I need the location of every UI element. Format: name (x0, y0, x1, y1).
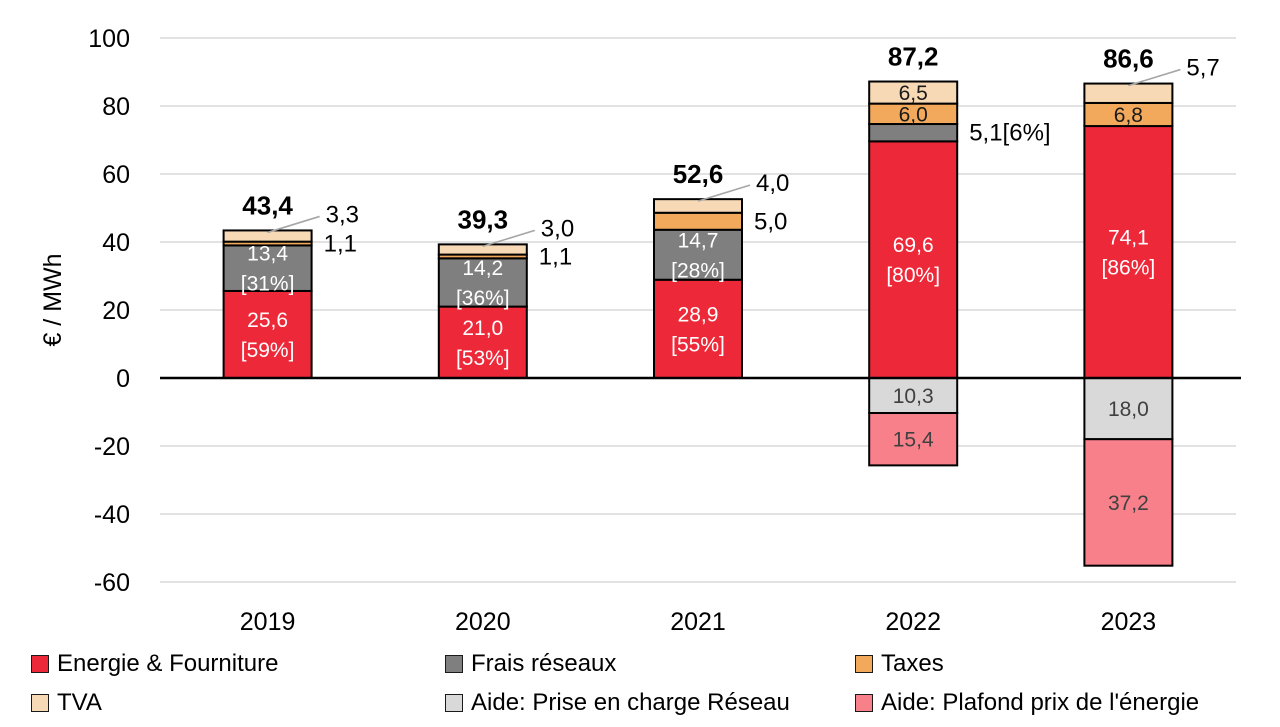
segment-label: 25,6 (247, 309, 288, 332)
segment-label: 10,3 (893, 385, 934, 408)
legend-swatch-frais-reseaux (445, 655, 463, 673)
y-tick-label: 100 (88, 25, 130, 53)
bar-segment-frais-r-seaux (437, 257, 528, 308)
segment-label: 74,1 (1108, 227, 1149, 250)
bar-segment-tva (1083, 82, 1174, 104)
segment-label: [80%] (886, 264, 940, 287)
x-axis-label: 2021 (670, 608, 726, 636)
segment-label: [36%] (456, 287, 510, 310)
bar-total-label: 86,6 (1103, 44, 1154, 74)
segment-label: 15,4 (893, 429, 934, 452)
segment-label: 69,6 (893, 234, 934, 257)
callout-leader-line (267, 215, 320, 234)
y-tick-label: -40 (94, 501, 130, 529)
y-tick-label: -60 (94, 569, 130, 597)
segment-label: 13,4 (247, 243, 288, 266)
x-axis-label: 2023 (1101, 608, 1157, 636)
legend-item-aide-plafond: Aide: Plafond prix de l'énergie (855, 691, 1199, 715)
legend-label-tva: TVA (57, 689, 102, 716)
segment-label: 21,0 (462, 317, 503, 340)
y-tick-label: 80 (102, 93, 130, 121)
legend-label-taxes: Taxes (881, 650, 944, 677)
y-tick-label: 40 (102, 229, 130, 257)
segment-label: 6,0 (899, 103, 928, 126)
bar-segment-tva (437, 243, 528, 256)
callout-label: 5,7 (1186, 55, 1219, 82)
x-axis-label: 2019 (240, 608, 296, 636)
legend-swatch-aide-reseau (445, 694, 463, 712)
legend-label-energie-fourniture: Energie & Fourniture (57, 650, 279, 677)
segment-label: 6,8 (1114, 104, 1143, 127)
segment-label: 18,0 (1108, 398, 1149, 421)
legend-swatch-taxes (855, 655, 873, 673)
x-axis-label: 2022 (885, 608, 941, 636)
y-tick-label: 20 (102, 297, 130, 325)
legend-label-frais-reseaux: Frais réseaux (471, 650, 617, 677)
segment-label: 28,9 (678, 303, 719, 326)
bar-segment-tva (868, 80, 959, 105)
bar-total-label: 87,2 (888, 42, 939, 72)
segment-label: 37,2 (1108, 492, 1149, 515)
segment-label: [53%] (456, 347, 510, 370)
legend-swatch-energie-fourniture (31, 655, 49, 673)
callout-label: 3,3 (326, 201, 359, 228)
bar-segment-energie-fourniture (222, 289, 313, 379)
callout-leader-line (1128, 68, 1181, 87)
segment-label: 14,2 (462, 257, 503, 280)
bar-segment-aide-plafond-prix-de-l-nergie (1083, 438, 1174, 567)
segment-label: [28%] (671, 259, 725, 282)
y-tick-label: -20 (94, 433, 130, 461)
bar-segment-energie-fourniture (868, 140, 959, 379)
segment-label: [59%] (241, 339, 295, 362)
legend-label-aide-plafond: Aide: Plafond prix de l'énergie (881, 689, 1200, 716)
y-axis-title: € / MWh (39, 253, 67, 346)
bar-total-label: 43,4 (242, 190, 293, 220)
callout-label: 3,0 (541, 215, 574, 242)
segment-label: [31%] (241, 273, 295, 296)
segment-label: [86%] (1102, 257, 1156, 280)
legend-item-aide-reseau: Aide: Prise en charge Réseau (445, 691, 790, 715)
bar-segment-taxes (653, 211, 743, 231)
y-tick-label: 60 (102, 161, 130, 189)
legend-item-taxes: Taxes (855, 652, 944, 676)
callout-leader-line (697, 184, 751, 202)
legend-item-energie-fourniture: Energie & Fourniture (31, 652, 278, 676)
legend-swatch-tva (31, 694, 49, 712)
bar-segment-tva (222, 229, 313, 243)
legend-item-frais-reseaux: Frais réseaux (445, 652, 616, 676)
legend-swatch-aide-plafond (855, 694, 873, 712)
segment-label: 6,5 (899, 82, 928, 105)
bar-segment-frais-r-seaux (868, 123, 959, 143)
bar-segment-aide-plafond-prix-de-l-nergie (868, 412, 959, 467)
bar-segment-energie-fourniture (653, 278, 743, 379)
segment-label-outside: 1,1 (324, 231, 357, 258)
segment-label: [55%] (671, 333, 725, 356)
segment-label: 14,7 (678, 229, 719, 252)
bar-total-label: 39,3 (457, 204, 508, 234)
bar-segment-energie-fourniture (1083, 125, 1174, 379)
legend-label-aide-reseau: Aide: Prise en charge Réseau (471, 689, 790, 716)
bar-total-label: 52,6 (673, 159, 724, 189)
bar-segment-tva (653, 198, 743, 214)
y-tick-label: 0 (116, 365, 130, 393)
bar-segment-frais-r-seaux (653, 228, 743, 281)
callout-leader-line (482, 229, 536, 248)
legend-item-tva: TVA (31, 691, 102, 715)
segment-label-outside: 5,0 (754, 208, 787, 235)
segment-label-outside: 5,1[6%] (969, 120, 1050, 147)
segment-label-outside: 1,1 (539, 243, 572, 270)
callout-label: 4,0 (756, 170, 789, 197)
x-axis-label: 2020 (455, 608, 511, 636)
